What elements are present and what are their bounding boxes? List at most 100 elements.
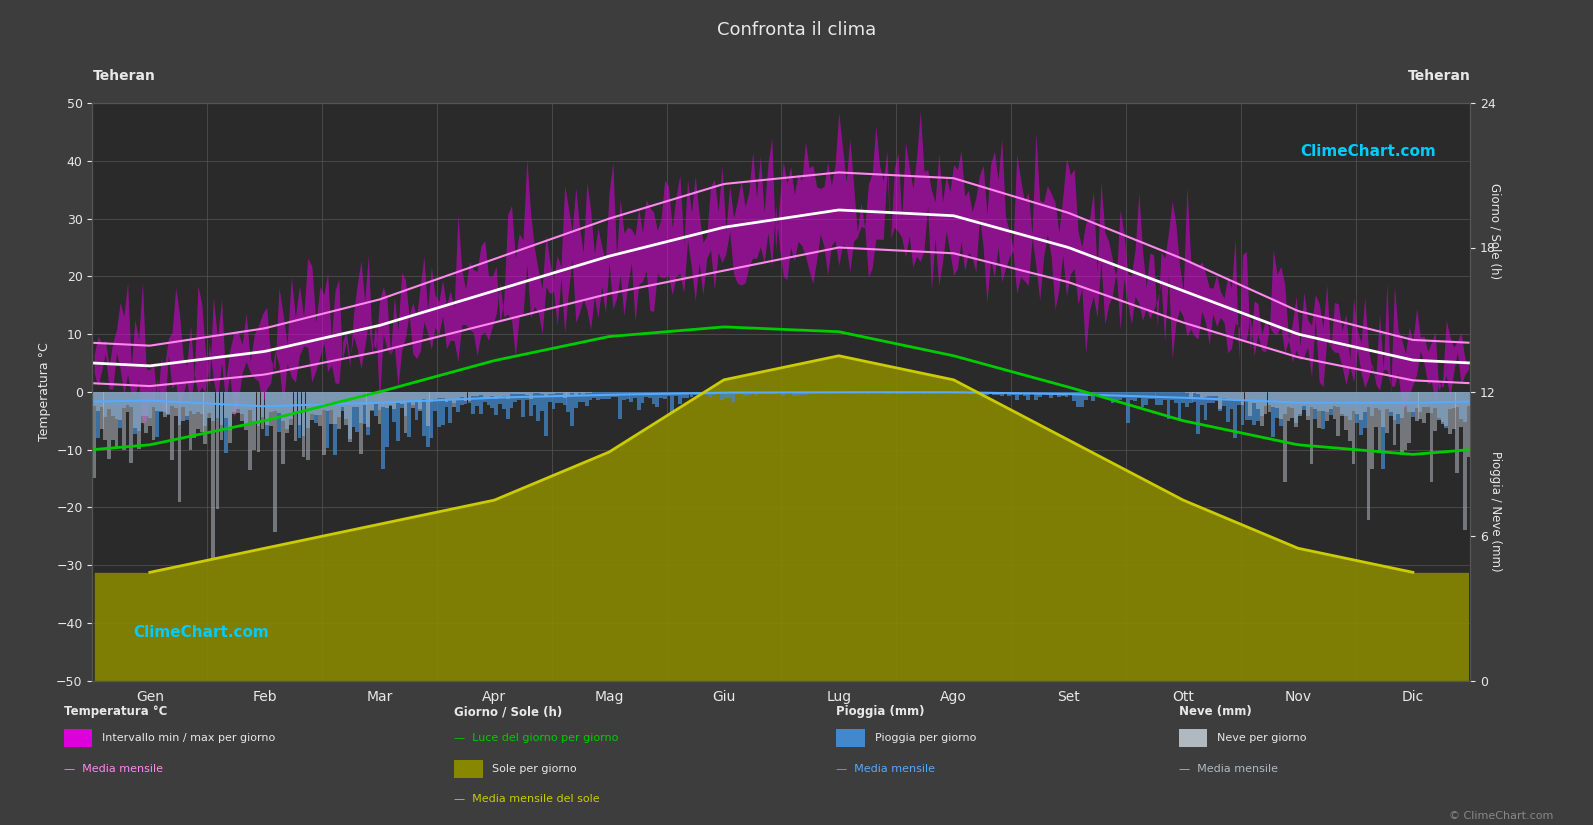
Bar <box>236 392 241 413</box>
Bar <box>537 392 540 394</box>
Bar <box>479 392 483 395</box>
Bar <box>285 392 288 430</box>
Bar <box>408 392 411 402</box>
Bar <box>532 392 537 405</box>
Bar <box>1364 392 1367 412</box>
Bar <box>1375 392 1378 427</box>
Bar <box>145 392 148 433</box>
Bar <box>1227 392 1230 422</box>
Bar <box>411 392 414 405</box>
Bar <box>166 392 170 414</box>
Bar <box>507 392 510 419</box>
Bar <box>264 392 269 436</box>
Bar <box>472 392 475 414</box>
Bar <box>709 392 712 398</box>
Bar <box>1426 392 1429 413</box>
Bar <box>674 392 679 396</box>
Bar <box>425 392 430 426</box>
Bar <box>1451 392 1456 429</box>
Bar <box>747 392 750 395</box>
Bar <box>889 392 892 394</box>
Bar <box>366 392 370 427</box>
Bar <box>123 392 126 450</box>
Bar <box>1467 392 1470 457</box>
Bar <box>1325 392 1329 412</box>
Bar <box>1294 392 1298 427</box>
Bar <box>1321 392 1325 411</box>
Bar <box>792 392 796 395</box>
Bar <box>467 392 472 403</box>
Bar <box>1015 392 1018 400</box>
Bar <box>1058 392 1061 397</box>
Bar <box>1244 392 1249 420</box>
Bar <box>425 392 430 447</box>
Bar <box>822 392 825 394</box>
Bar <box>148 392 151 427</box>
Bar <box>1282 392 1287 414</box>
Bar <box>1236 392 1241 398</box>
Bar <box>220 392 223 440</box>
Bar <box>1459 392 1462 419</box>
Bar <box>355 392 358 431</box>
Bar <box>1415 392 1418 421</box>
Bar <box>1407 392 1411 412</box>
Bar <box>1337 392 1340 408</box>
Bar <box>314 392 317 415</box>
Text: ClimeChart.com: ClimeChart.com <box>1300 144 1435 158</box>
Bar <box>521 392 524 417</box>
Bar <box>1042 392 1045 394</box>
Bar <box>717 392 720 394</box>
Bar <box>220 392 223 426</box>
Bar <box>548 392 551 394</box>
Bar <box>378 392 381 424</box>
Bar <box>107 392 112 460</box>
Bar <box>878 392 881 394</box>
Bar <box>1411 392 1415 412</box>
Bar <box>859 392 863 393</box>
Bar <box>1467 392 1470 406</box>
Bar <box>556 392 559 393</box>
Bar <box>518 392 521 394</box>
Bar <box>855 392 859 393</box>
Bar <box>1348 392 1351 420</box>
Bar <box>755 392 758 396</box>
Bar <box>290 392 293 425</box>
Bar <box>159 392 162 412</box>
Bar <box>411 392 414 408</box>
Bar <box>663 392 666 399</box>
Bar <box>129 392 134 407</box>
Bar <box>285 392 288 433</box>
Bar <box>298 392 301 438</box>
Bar <box>397 392 400 441</box>
Bar <box>344 392 347 419</box>
Bar <box>567 392 570 412</box>
Bar <box>475 392 479 396</box>
Bar <box>926 392 930 393</box>
Bar <box>96 392 100 438</box>
Bar <box>774 392 777 394</box>
Bar <box>1418 392 1423 419</box>
Bar <box>693 392 698 395</box>
Bar <box>212 392 215 559</box>
Bar <box>159 392 162 411</box>
Bar <box>1378 392 1381 410</box>
Bar <box>833 392 836 394</box>
Bar <box>903 392 908 394</box>
Bar <box>199 392 204 413</box>
Bar <box>444 392 448 408</box>
Bar <box>841 392 844 393</box>
Bar <box>948 392 951 393</box>
Bar <box>341 392 344 411</box>
Bar <box>962 392 967 394</box>
Bar <box>162 392 167 412</box>
Bar <box>134 392 137 435</box>
Bar <box>1241 392 1244 425</box>
Bar <box>1007 392 1012 396</box>
Text: Teheran: Teheran <box>1408 69 1470 83</box>
Bar <box>467 392 472 401</box>
Bar <box>763 392 766 394</box>
Bar <box>507 392 510 399</box>
Bar <box>193 392 196 438</box>
Bar <box>1230 392 1233 399</box>
Bar <box>621 392 626 399</box>
